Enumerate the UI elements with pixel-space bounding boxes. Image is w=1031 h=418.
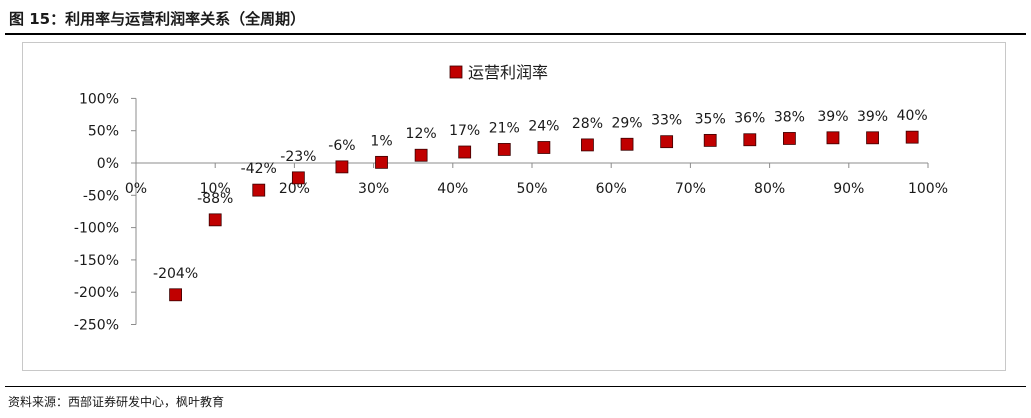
- x-tick-label: 80%: [754, 181, 785, 197]
- data-point: [458, 145, 472, 159]
- data-label: 1%: [370, 133, 392, 149]
- y-tick-label: -200%: [74, 285, 119, 301]
- data-point: [620, 137, 634, 151]
- data-label: 40%: [897, 108, 928, 124]
- data-label: 38%: [774, 109, 805, 125]
- y-tick-label: -250%: [74, 318, 119, 334]
- chart-frame: [22, 42, 1006, 371]
- data-point: [783, 132, 796, 145]
- data-label: 35%: [695, 111, 726, 127]
- data-point: [497, 143, 511, 156]
- data-point: [208, 213, 222, 227]
- data-label: -23%: [280, 149, 316, 165]
- data-label: 33%: [651, 113, 682, 129]
- y-tick-label: -100%: [74, 221, 119, 237]
- x-tick-label: 70%: [675, 181, 706, 197]
- source-note: 资料来源：西部证券研发中心，枫叶教育: [8, 395, 225, 409]
- x-tick-label: 10%: [200, 181, 231, 197]
- data-point: [375, 155, 388, 169]
- data-point: [866, 131, 879, 145]
- data-point: [581, 138, 594, 152]
- data-label: -6%: [328, 138, 355, 154]
- data-point: [537, 141, 551, 154]
- data-point: [826, 131, 840, 145]
- data-point: [905, 130, 919, 144]
- data-point: [743, 133, 757, 147]
- x-tick-label: 40%: [437, 181, 468, 197]
- data-label: 39%: [817, 109, 848, 125]
- data-point: [252, 183, 266, 197]
- data-point: [660, 135, 674, 149]
- data-point: [291, 171, 305, 185]
- data-label: 29%: [611, 115, 642, 131]
- x-tick-label: 90%: [833, 181, 864, 197]
- data-label: 24%: [528, 118, 559, 134]
- figure-title: 图 15：利用率与运营利润率关系（全周期）: [9, 10, 306, 28]
- data-label: 17%: [449, 123, 480, 139]
- data-label: 39%: [857, 109, 888, 125]
- data-label: 36%: [734, 111, 765, 127]
- source-rule: [5, 386, 1026, 387]
- x-tick-label: 60%: [596, 181, 627, 197]
- data-label: 12%: [406, 126, 437, 142]
- x-tick-label: 50%: [516, 181, 547, 197]
- y-tick-label: -150%: [74, 253, 119, 269]
- x-tick-label: 20%: [279, 181, 310, 197]
- data-point: [414, 148, 428, 162]
- y-tick-label: 100%: [79, 91, 119, 107]
- data-label: -88%: [197, 191, 233, 207]
- y-tick-label: 50%: [88, 124, 119, 140]
- legend-marker: [449, 65, 463, 79]
- y-tick-label: 0%: [97, 156, 119, 172]
- x-tick-label: 0%: [125, 181, 147, 197]
- data-label: -204%: [153, 266, 198, 282]
- title-rule: [5, 33, 1026, 35]
- data-label: 21%: [489, 120, 520, 136]
- x-tick-label: 30%: [358, 181, 389, 197]
- y-tick-label: -50%: [83, 188, 119, 204]
- data-label: 28%: [572, 116, 603, 132]
- legend-label: 运营利润率: [468, 63, 548, 82]
- data-point: [169, 288, 183, 302]
- data-label: -42%: [241, 161, 277, 177]
- x-tick-label: 100%: [908, 181, 948, 197]
- data-point: [703, 133, 717, 147]
- data-point: [335, 160, 349, 174]
